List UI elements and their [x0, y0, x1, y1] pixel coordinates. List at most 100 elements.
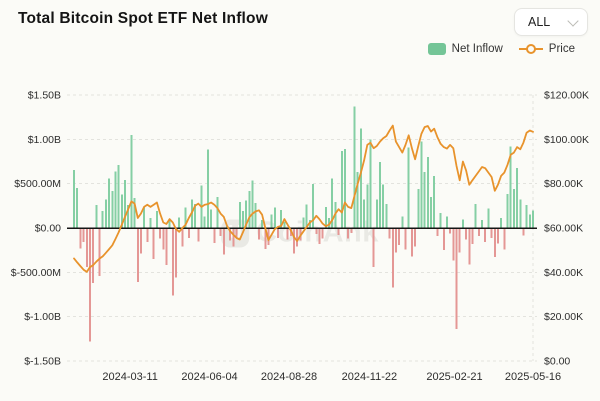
inflow-bar — [474, 204, 477, 228]
inflow-bar — [210, 209, 213, 228]
inflow-bar — [430, 196, 432, 228]
inflow-bar — [245, 200, 248, 228]
inflow-bar — [168, 220, 171, 228]
inflow-bar — [232, 228, 235, 247]
inflow-bar — [76, 188, 79, 228]
x-axis-tick-label: 2025-05-16 — [505, 371, 561, 383]
inflow-bar — [385, 203, 388, 228]
inflow-bar — [449, 228, 452, 234]
inflow-bar — [465, 228, 468, 240]
inflow-bar — [490, 228, 493, 238]
inflow-bar — [414, 228, 417, 247]
inflow-bar — [522, 228, 525, 236]
inflow-bar — [152, 228, 155, 260]
inflow-bar — [500, 218, 503, 228]
legend-item-net-inflow[interactable]: Net Inflow — [427, 43, 503, 55]
inflow-bar — [296, 228, 299, 247]
inflow-bar — [194, 204, 197, 228]
legend-label: Price — [548, 43, 575, 55]
inflow-bar — [264, 228, 267, 250]
inflow-bar — [92, 228, 95, 283]
inflow-bar — [206, 149, 209, 228]
inflow-bar — [136, 228, 139, 283]
inflow-bar — [417, 188, 420, 228]
inflow-bar — [73, 169, 75, 228]
inflow-bar — [512, 188, 515, 228]
inflow-bar — [353, 106, 356, 228]
axis-tick-label: $120.00K — [544, 90, 589, 102]
inflow-bar — [401, 216, 404, 228]
inflow-bar — [162, 228, 165, 250]
time-range-selector[interactable]: ALL — [514, 8, 588, 36]
inflow-bar — [366, 184, 369, 228]
x-axis-tick-label: 2024-06-04 — [181, 371, 237, 383]
inflow-bar — [277, 228, 279, 238]
inflow-bar — [516, 168, 519, 228]
inflow-bar — [98, 228, 101, 276]
inflow-bar — [120, 194, 123, 228]
inflow-bar — [442, 228, 445, 251]
inflow-bar — [273, 207, 276, 228]
inflow-bar — [88, 228, 91, 342]
inflow-bar — [455, 228, 458, 330]
page-title: Total Bitcoin Spot ETF Net Inflow — [18, 10, 268, 27]
inflow-bar — [187, 228, 190, 238]
inflow-bar — [315, 228, 318, 235]
inflow-bar — [532, 210, 534, 228]
inflow-bar — [528, 214, 531, 228]
inflow-bar — [324, 207, 327, 228]
inflow-bar — [270, 214, 273, 228]
inflow-bar — [292, 228, 295, 254]
inflow-bar — [372, 228, 375, 267]
inflow-bar — [159, 228, 162, 239]
inflow-bar — [461, 219, 464, 228]
axis-tick-label: $0.00 — [35, 223, 61, 235]
inflow-bar — [302, 217, 305, 228]
right-axis-labels: $120.00K $100.00K $80.00K $60.00K $40.00K $20… — [544, 90, 589, 368]
chart-legend: Net Inflow Price — [427, 43, 575, 55]
inflow-bar — [117, 165, 120, 228]
inflow-bar — [149, 218, 152, 228]
legend-label: Net Inflow — [451, 43, 503, 55]
inflow-bar — [238, 201, 241, 228]
axis-tick-label: $500.00M — [14, 178, 61, 190]
inflow-bar — [305, 204, 308, 228]
inflow-bar — [458, 228, 461, 253]
inflow-bar — [398, 228, 401, 245]
inflow-bar — [477, 228, 480, 237]
legend-item-price[interactable]: Price — [518, 43, 575, 55]
inflow-bar — [369, 139, 372, 228]
inflow-bar — [235, 228, 238, 238]
inflow-bar — [445, 216, 448, 228]
inflow-bar — [127, 204, 130, 228]
inflow-bar — [101, 211, 104, 228]
inflow-bar — [343, 148, 346, 228]
inflow-bar — [503, 228, 506, 250]
inflow-bar — [318, 228, 321, 244]
x-axis-tick-label: 2024-11-22 — [342, 371, 397, 383]
inflow-bar — [407, 147, 410, 228]
inflow-bar — [175, 228, 177, 278]
inflow-bar — [487, 208, 490, 228]
inflow-bar — [468, 228, 471, 265]
inflow-bar — [286, 228, 289, 240]
inflow-bar — [471, 228, 474, 244]
inflow-bar — [178, 217, 181, 228]
inflow-bar — [410, 228, 413, 257]
inflow-bar — [139, 228, 142, 254]
inflow-bar — [130, 134, 133, 228]
inflow-bar — [484, 228, 487, 243]
inflow-bar — [82, 228, 85, 243]
inflow-bar — [197, 228, 200, 242]
axis-tick-label: $1.50B — [28, 90, 61, 102]
axis-tick-label: $100.00K — [544, 134, 589, 146]
inflow-bar — [184, 207, 187, 228]
inflow-bar — [375, 199, 378, 228]
inflow-bar — [146, 228, 149, 243]
axis-tick-label: $-500.00M — [11, 267, 61, 279]
inflow-bar — [350, 228, 353, 233]
inflow-bar — [257, 228, 260, 240]
inflow-bar — [312, 184, 315, 228]
x-axis-labels: 2024-03-11 2024-06-04 2024-08-28 2024-11-22… — [102, 371, 561, 383]
